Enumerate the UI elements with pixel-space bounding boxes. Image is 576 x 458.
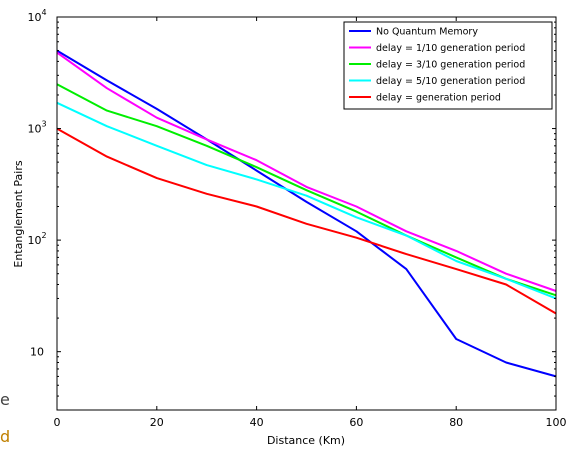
legend-label: delay = 5/10 generation period	[376, 76, 525, 87]
series-line-4	[56, 101, 557, 300]
y-tick-label: 102	[27, 231, 46, 247]
x-tick-label: 60	[349, 416, 363, 429]
y-axis: 10 102 103 104	[27, 8, 556, 411]
x-tick-label: 100	[546, 416, 567, 429]
y-tick-label: 103	[27, 120, 46, 136]
x-tick-label: 20	[150, 416, 164, 429]
y-tick-label: 10	[30, 346, 44, 359]
edge-fragment-bottom: d	[0, 427, 10, 446]
series-line-5	[56, 127, 557, 315]
legend-label: No Quantum Memory	[376, 27, 478, 38]
series-line-2	[56, 51, 557, 292]
legend-label: delay = 1/10 generation period	[376, 43, 525, 54]
edge-fragment-top: e	[0, 390, 10, 409]
legend-label: delay = generation period	[376, 93, 501, 104]
y-tick-label: 104	[27, 8, 46, 24]
legend-box	[343, 21, 553, 110]
series-line-3	[56, 83, 557, 297]
x-tick-label: 0	[54, 416, 61, 429]
y-axis-label: Entanglement Pairs	[12, 160, 25, 267]
x-tick-label: 80	[449, 416, 463, 429]
x-tick-label: 40	[250, 416, 264, 429]
series-line-1	[56, 49, 557, 378]
plot-frame	[56, 16, 557, 411]
legend-label: delay = 3/10 generation period	[376, 60, 525, 71]
legend: No Quantum Memory delay = 1/10 generation…	[343, 21, 553, 110]
plot-lines	[56, 49, 557, 378]
x-axis-label: Distance (Km)	[267, 434, 345, 447]
x-axis: 0 20 40 60 80 100	[54, 17, 567, 429]
